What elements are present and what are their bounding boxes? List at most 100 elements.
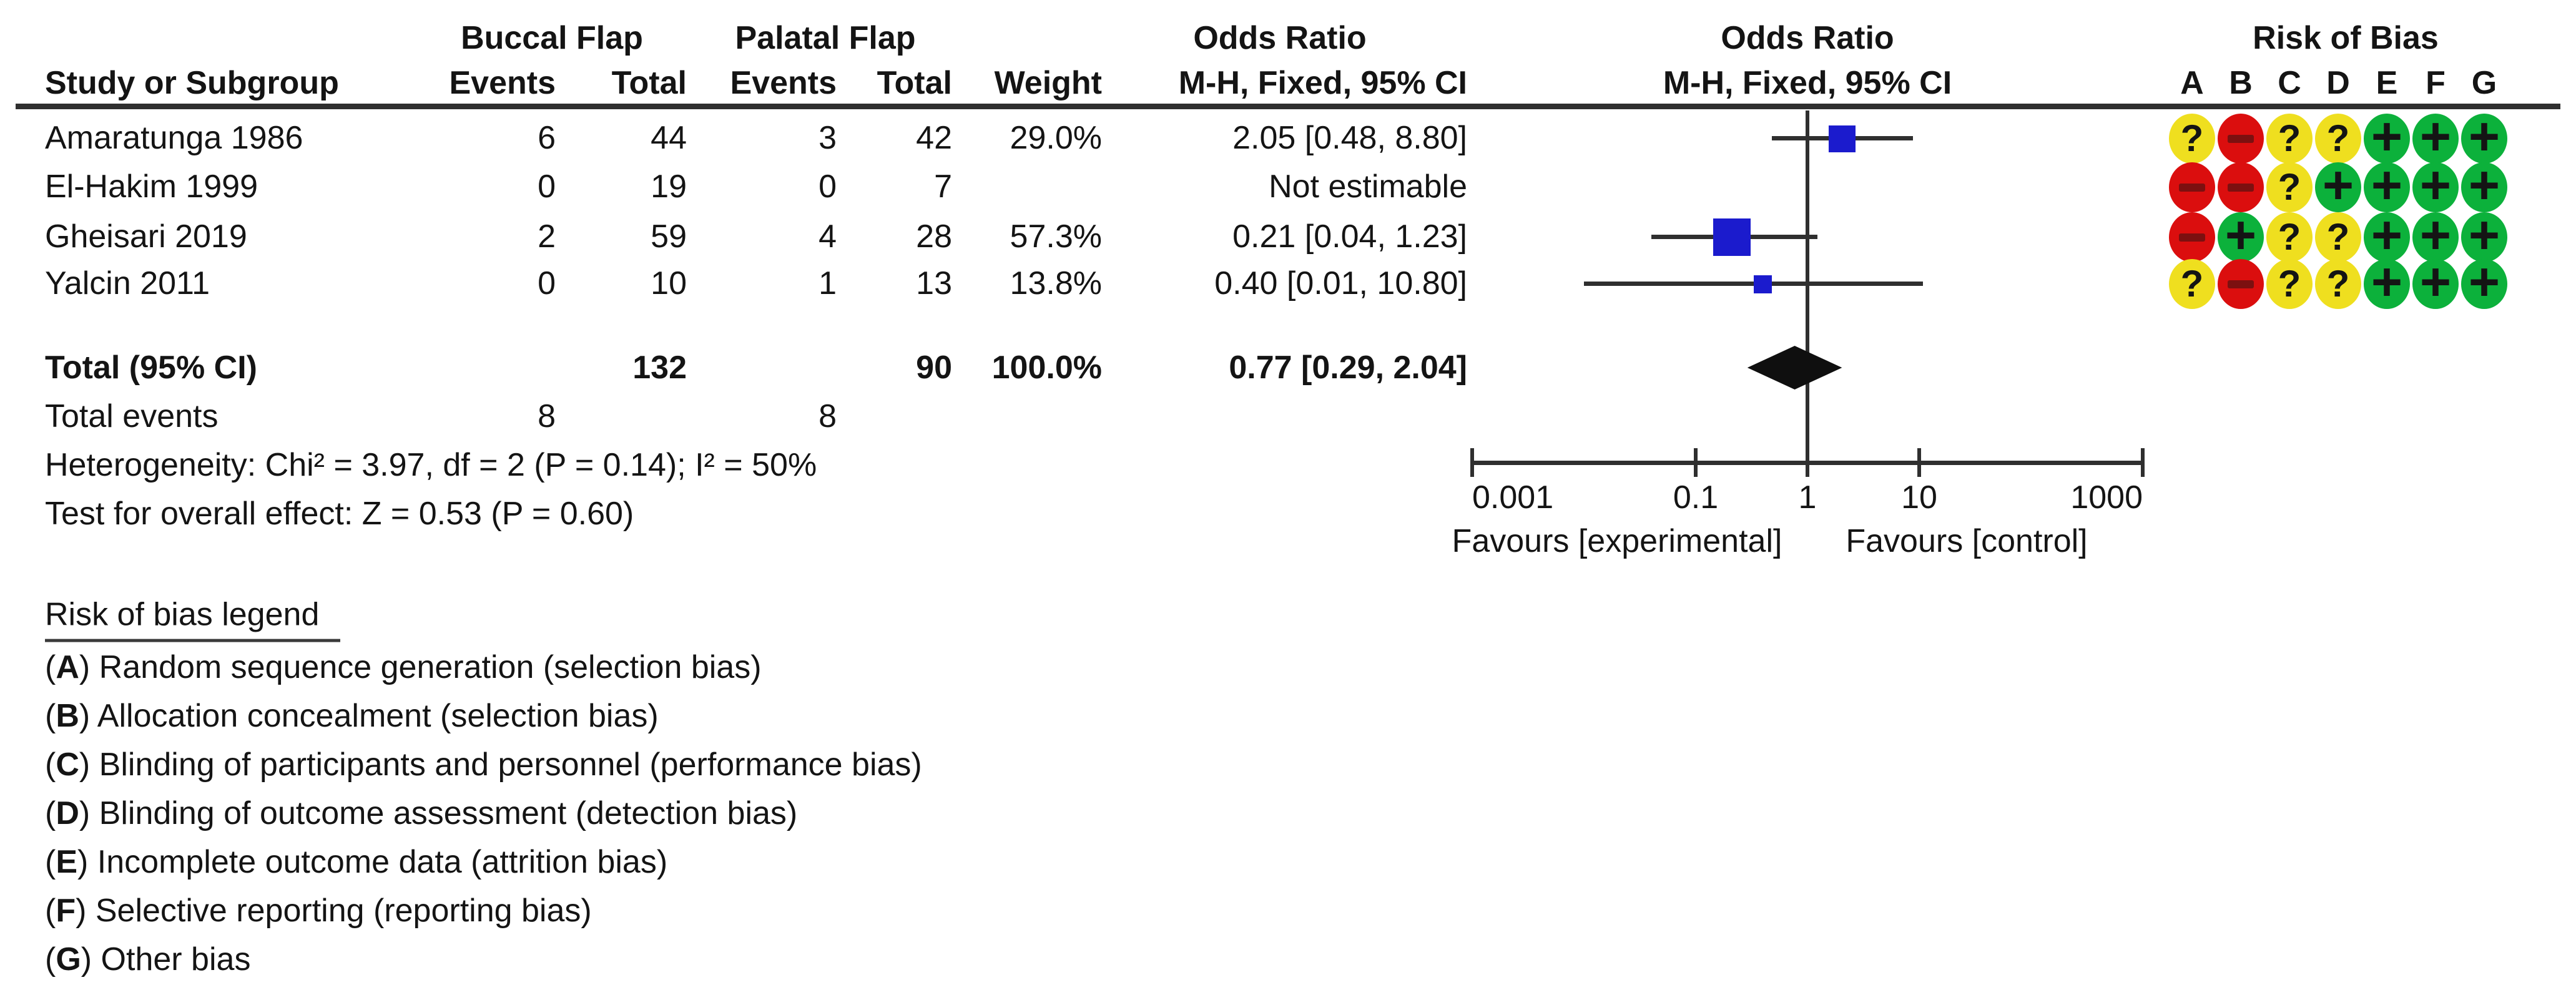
low-risk-plus-icon: + [2468,252,2500,312]
rob-circle-high [2218,114,2264,164]
rob-circle-unclear: ? [2315,259,2361,309]
rob-legend-letter: D [56,795,79,832]
axis-tick [1694,448,1698,477]
ci-line [1584,282,1923,286]
col-total-palatal: Total [877,65,952,102]
high-risk-minus-icon [2228,183,2254,192]
unclear-risk-question-icon: ? [2180,263,2204,305]
rob-legend-letter: C [56,747,79,783]
rob-column-letter: G [2471,65,2497,102]
rob-circle-low: + [2218,208,2264,262]
rob-legend-item: (F) Selective reporting (reporting bias) [45,893,592,929]
total-weight: 100.0% [991,350,1102,386]
cell-events-palatal: 0 [819,169,837,205]
total-diamond [1747,346,1842,390]
rob-legend-item: (D) Blinding of outcome assessment (dete… [45,795,798,832]
low-risk-plus-icon: + [2225,205,2257,265]
unclear-risk-question-icon: ? [2278,166,2301,208]
rob-legend-letter: A [56,649,79,686]
total-label: Total (95% CI) [45,350,257,386]
low-risk-plus-icon: + [2419,106,2452,167]
axis-tick [1917,448,1921,477]
rob-legend-text: Allocation concealment (selection bias) [97,698,659,735]
rob-legend-text: Blinding of outcome assessment (detectio… [99,795,798,832]
low-risk-plus-icon: + [2371,252,2403,312]
unclear-risk-question-icon: ? [2180,117,2204,159]
total-events-palatal: 8 [819,398,837,435]
low-risk-plus-icon: + [2322,155,2354,215]
col-events-palatal: Events [730,65,837,102]
unclear-risk-question-icon: ? [2278,216,2301,258]
axis-tick-label: 0.001 [1472,479,1554,516]
cell-total-buccal: 59 [651,218,687,255]
unclear-risk-question-icon: ? [2278,263,2301,305]
low-risk-plus-icon: + [2468,205,2500,265]
rob-legend-title: Risk of bias legend [45,597,341,642]
rob-legend-letter: F [56,893,76,929]
rob-circle-high [2218,162,2264,212]
low-risk-plus-icon: + [2419,252,2452,312]
low-risk-plus-icon: + [2371,205,2403,265]
col-events-buccal: Events [449,65,556,102]
unclear-risk-question-icon: ? [2326,117,2350,159]
study-name: El-Hakim 1999 [45,169,258,205]
col-study-or-subgroup: Study or Subgroup [45,65,339,102]
total-events-label: Total events [45,398,219,435]
rob-circle-low: + [2412,155,2459,215]
rob-legend-letter: B [56,698,79,735]
rob-circle-unclear: ? [2169,114,2215,164]
cell-total-palatal: 7 [934,169,952,205]
low-risk-plus-icon: + [2468,155,2500,215]
unclear-risk-question-icon: ? [2278,117,2301,159]
rob-circle-low: + [2364,159,2410,212]
cell-total-buccal: 44 [651,120,687,157]
effect-square-marker [1713,218,1751,256]
rob-legend-text: Random sequence generation (selection bi… [99,649,762,686]
rob-legend-item: (B) Allocation concealment (selection bi… [45,698,659,735]
rob-legend-item: (E) Incomplete outcome data (attrition b… [45,844,668,881]
rob-circle-high [2218,259,2264,309]
rob-legend-text: Incomplete outcome data (attrition bias) [97,844,668,881]
total-total-buccal: 132 [632,350,687,386]
high-risk-minus-icon [2179,233,2205,242]
cell-events-buccal: 0 [538,169,556,205]
odds-ratio-header-plot: Odds Ratio [1721,20,1894,57]
unclear-risk-question-icon: ? [2326,216,2350,258]
rob-circle-low: + [2461,208,2507,262]
cell-odds-ratio: Not estimable [1269,169,1467,205]
cell-events-palatal: 4 [819,218,837,255]
effect-square-marker [1754,275,1772,293]
favours-control-label: Favours [control] [1846,523,2088,560]
cell-events-buccal: 0 [538,265,556,302]
cell-odds-ratio: 0.21 [0.04, 1.23] [1232,218,1467,255]
rob-legend-item: (G) Other bias [45,941,251,978]
cell-total-palatal: 28 [916,218,952,255]
rob-circle-unclear: ? [2315,114,2361,164]
odds-ratio-header-text: Odds Ratio [1193,20,1367,57]
low-risk-plus-icon: + [2468,106,2500,167]
rob-circle-unclear: ? [2266,212,2313,262]
rob-legend-item: (A) Random sequence generation (selectio… [45,649,762,686]
axis-tick-label: 10 [1901,479,1937,516]
total-total-palatal: 90 [916,350,952,386]
rob-circle-low: + [2412,255,2459,309]
column-group-buccal: Buccal Flap [461,20,643,57]
cell-total-palatal: 13 [916,265,952,302]
low-risk-plus-icon: + [2419,155,2452,215]
rob-circle-low: + [2364,208,2410,262]
total-odds-ratio: 0.77 [0.29, 2.04] [1229,350,1467,386]
axis-tick-label: 1000 [2070,479,2143,516]
rob-circle-low: + [2461,255,2507,309]
cell-weight: 29.0% [1010,120,1102,157]
rob-circle-low: + [2364,255,2410,309]
axis-tick [1806,448,1809,477]
col-mh-fixed-ci-text: M-H, Fixed, 95% CI [1178,65,1467,102]
col-weight: Weight [994,65,1102,102]
cell-events-buccal: 6 [538,120,556,157]
axis-tick-label: 0.1 [1673,479,1719,516]
rob-column-letter: A [2180,65,2204,102]
cell-events-palatal: 3 [819,120,837,157]
cell-odds-ratio: 0.40 [0.01, 10.80] [1214,265,1467,302]
rob-column-letter: B [2229,65,2253,102]
